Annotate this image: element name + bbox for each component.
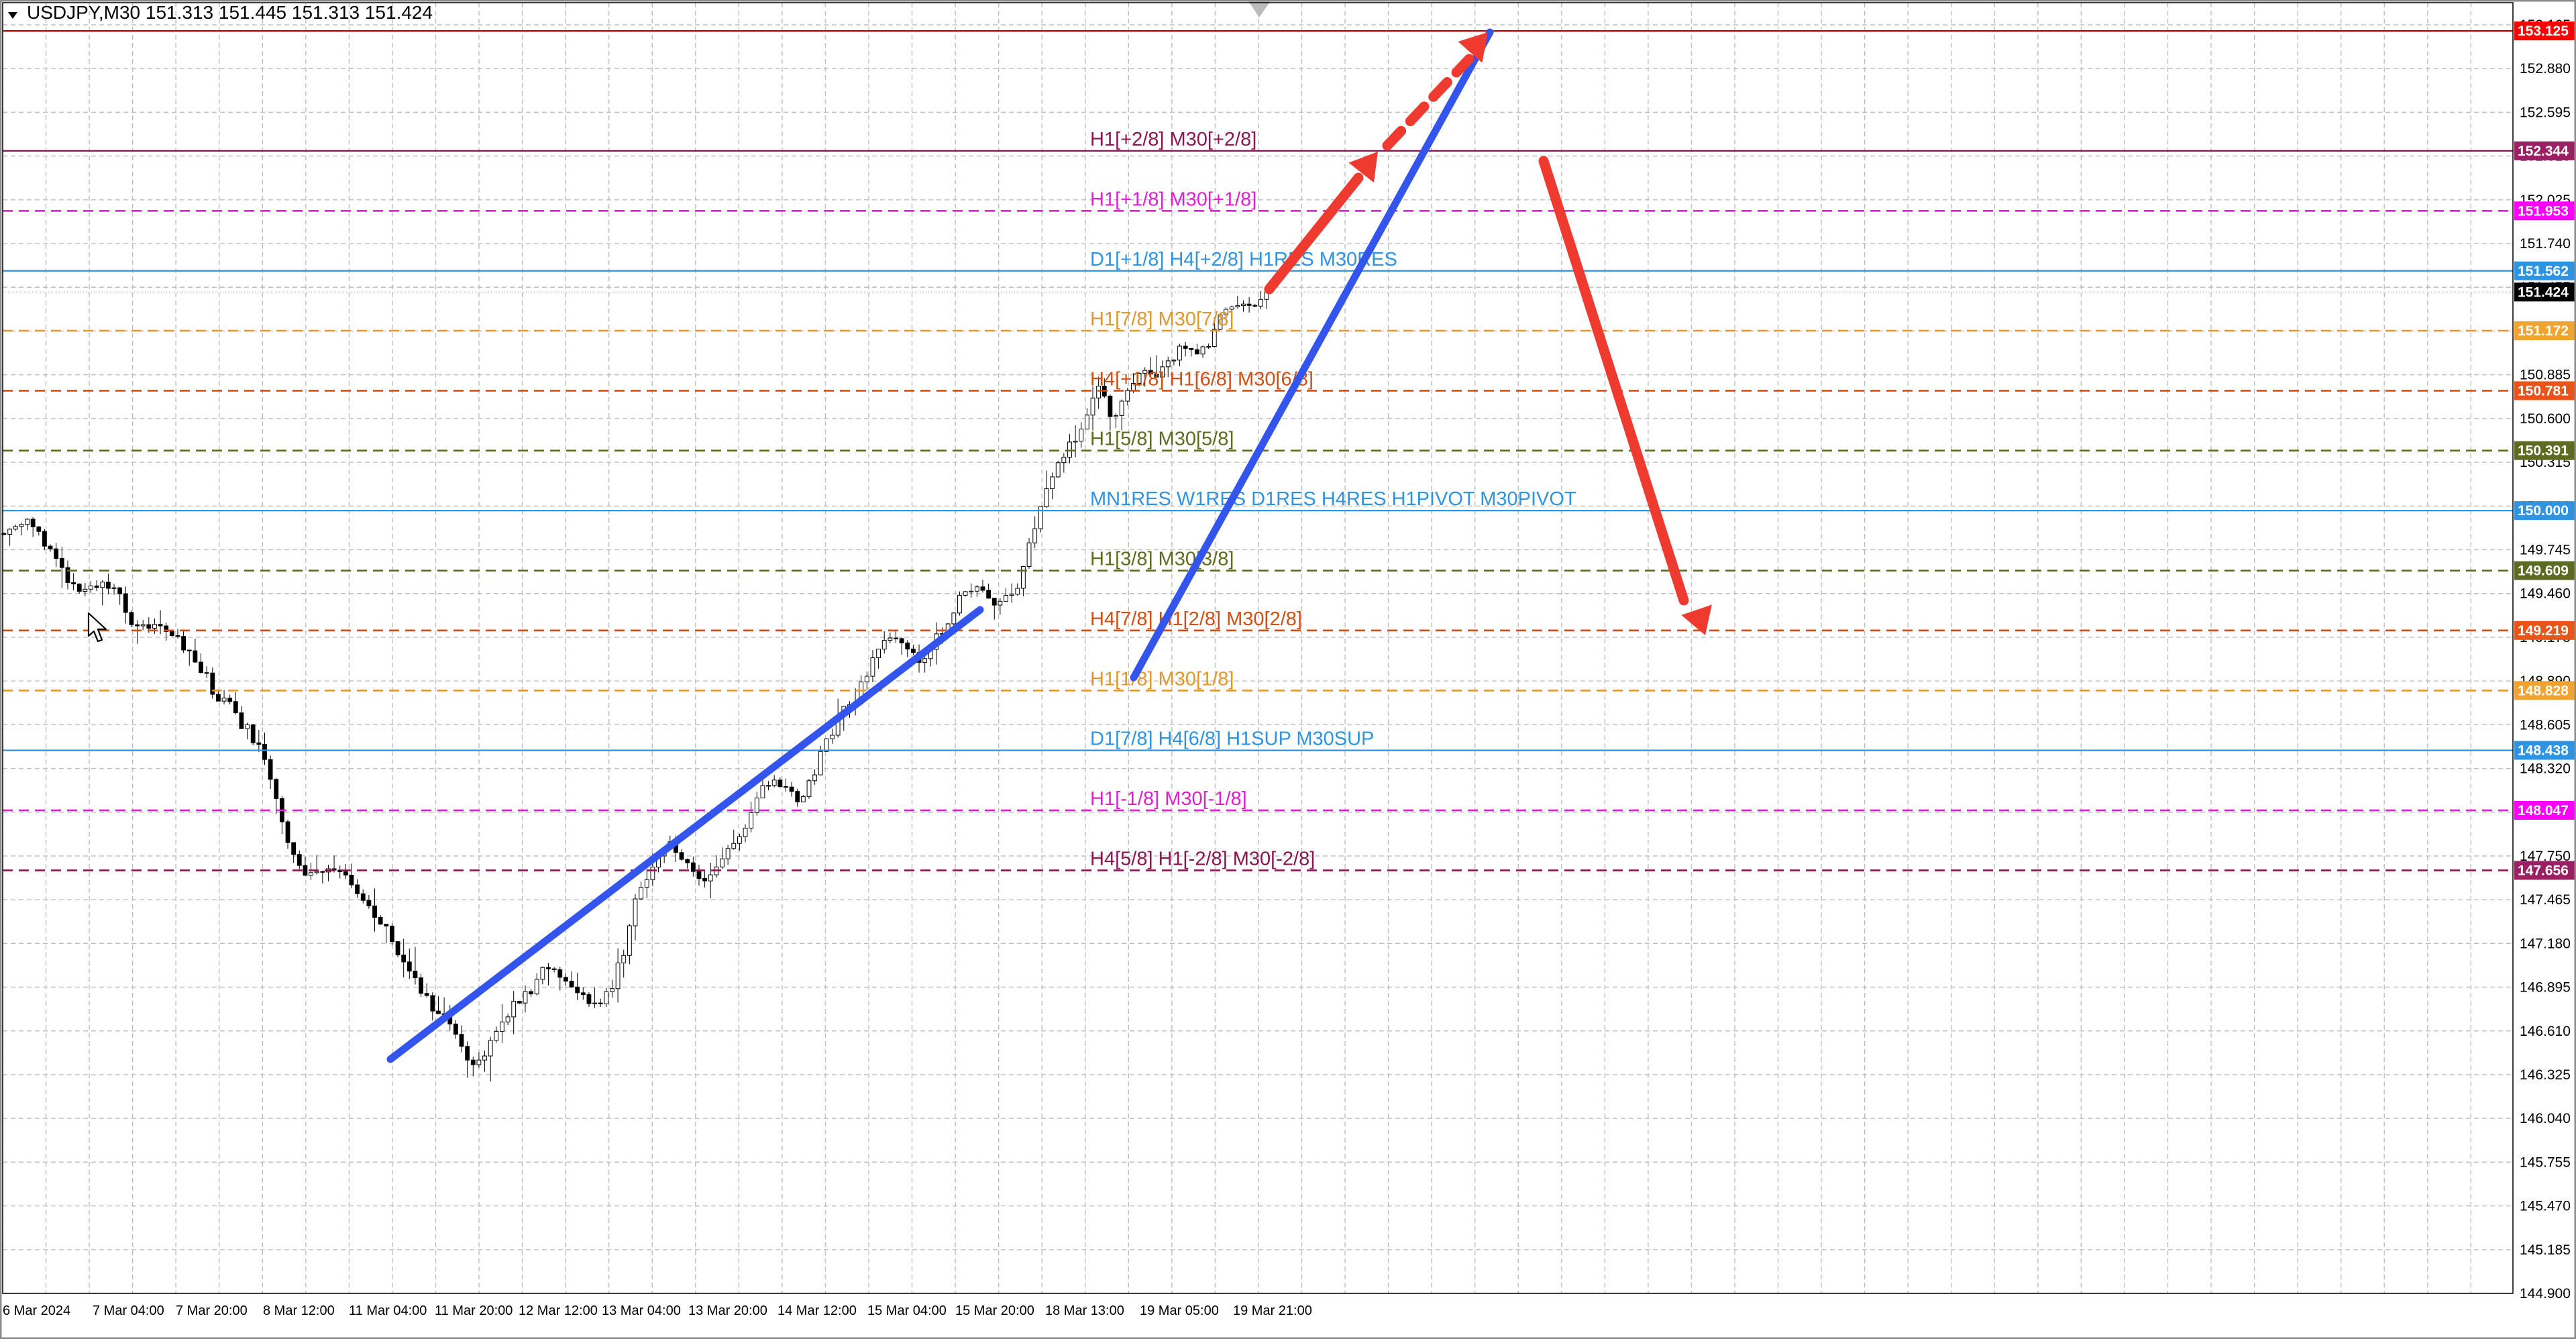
svg-text:149.609: 149.609 [2518,564,2569,579]
svg-text:152.595: 152.595 [2520,105,2571,120]
svg-text:145.755: 145.755 [2520,1155,2571,1170]
svg-text:150.885: 150.885 [2520,368,2571,383]
svg-text:MN1RES W1RES D1RES H4RES H1PIV: MN1RES W1RES D1RES H4RES H1PIVOT M30PIVO… [1090,488,1576,510]
svg-text:151.953: 151.953 [2518,203,2569,219]
svg-text:153.125: 153.125 [2518,23,2569,39]
svg-text:151.740: 151.740 [2520,236,2571,252]
svg-text:150.600: 150.600 [2520,411,2571,427]
svg-text:145.185: 145.185 [2520,1242,2571,1258]
svg-text:19 Mar 21:00: 19 Mar 21:00 [1233,1303,1312,1318]
svg-text:148.605: 148.605 [2520,717,2571,733]
svg-text:7 Mar 20:00: 7 Mar 20:00 [176,1303,248,1318]
svg-text:H1[+1/8] M30[+1/8]: H1[+1/8] M30[+1/8] [1090,189,1256,210]
svg-text:18 Mar 13:00: 18 Mar 13:00 [1045,1303,1124,1318]
svg-text:148.047: 148.047 [2518,803,2569,818]
svg-text:150.781: 150.781 [2518,383,2569,398]
svg-text:H1[-1/8] M30[-1/8]: H1[-1/8] M30[-1/8] [1090,788,1247,810]
svg-text:148.828: 148.828 [2518,683,2569,698]
svg-text:151.424: 151.424 [2518,284,2569,300]
svg-text:H4[5/8] H1[-2/8] M30[-2/8]: H4[5/8] H1[-2/8] M30[-2/8] [1090,848,1315,869]
svg-text:146.040: 146.040 [2520,1111,2571,1126]
svg-text:H4[7/8] H1[2/8] M30[2/8]: H4[7/8] H1[2/8] M30[2/8] [1090,608,1302,630]
svg-text:H1[+2/8] M30[+2/8]: H1[+2/8] M30[+2/8] [1090,129,1256,150]
svg-text:H1[3/8] M30[3/8]: H1[3/8] M30[3/8] [1090,549,1234,570]
svg-text:D1[7/8] H4[6/8] H1SUP M30SUP: D1[7/8] H4[6/8] H1SUP M30SUP [1090,729,1374,750]
svg-text:150.000: 150.000 [2518,503,2569,519]
svg-text:H4[+1/8] H1[6/8] M30[6/8]: H4[+1/8] H1[6/8] M30[6/8] [1090,368,1313,390]
svg-text:148.438: 148.438 [2518,743,2569,759]
svg-text:146.895: 146.895 [2520,980,2571,996]
svg-text:12 Mar 12:00: 12 Mar 12:00 [519,1303,598,1318]
svg-text:152.880: 152.880 [2520,61,2571,76]
svg-text:13 Mar 04:00: 13 Mar 04:00 [602,1303,681,1318]
svg-text:11 Mar 04:00: 11 Mar 04:00 [349,1303,427,1318]
svg-text:149.219: 149.219 [2518,623,2569,639]
svg-text:147.656: 147.656 [2518,863,2569,878]
svg-text:150.391: 150.391 [2518,443,2569,459]
svg-text:146.610: 146.610 [2520,1024,2571,1039]
svg-text:H1[7/8] M30[7/8]: H1[7/8] M30[7/8] [1090,309,1234,330]
svg-text:USDJPY,M30 151.313 151.445 1: USDJPY,M30 151.313 151.445 151.313 151.4… [27,2,433,23]
svg-text:149.745: 149.745 [2520,542,2571,557]
svg-text:11 Mar 20:00: 11 Mar 20:00 [435,1303,513,1318]
svg-text:H1[1/8] M30[1/8]: H1[1/8] M30[1/8] [1090,668,1234,690]
svg-text:147.465: 147.465 [2520,892,2571,908]
svg-text:6 Mar 2024: 6 Mar 2024 [3,1303,70,1318]
svg-text:15 Mar 20:00: 15 Mar 20:00 [955,1303,1034,1318]
svg-text:H1[5/8] M30[5/8]: H1[5/8] M30[5/8] [1090,429,1234,450]
svg-text:145.470: 145.470 [2520,1199,2571,1214]
svg-text:151.172: 151.172 [2518,323,2569,339]
svg-text:152.344: 152.344 [2518,144,2569,159]
svg-text:13 Mar 20:00: 13 Mar 20:00 [688,1303,767,1318]
svg-text:19 Mar 05:00: 19 Mar 05:00 [1140,1303,1219,1318]
svg-text:151.562: 151.562 [2518,264,2569,279]
svg-text:7 Mar 04:00: 7 Mar 04:00 [93,1303,164,1318]
svg-text:147.180: 147.180 [2520,936,2571,951]
svg-text:149.460: 149.460 [2520,586,2571,602]
svg-text:148.320: 148.320 [2520,761,2571,777]
svg-text:15 Mar 04:00: 15 Mar 04:00 [867,1303,947,1318]
svg-text:144.900: 144.900 [2520,1286,2571,1301]
svg-text:146.325: 146.325 [2520,1067,2571,1083]
svg-text:8 Mar 12:00: 8 Mar 12:00 [263,1303,335,1318]
svg-text:D1[+1/8] H4[+2/8] H1RES M30RES: D1[+1/8] H4[+2/8] H1RES M30RES [1090,249,1397,270]
svg-text:14 Mar 12:00: 14 Mar 12:00 [777,1303,857,1318]
